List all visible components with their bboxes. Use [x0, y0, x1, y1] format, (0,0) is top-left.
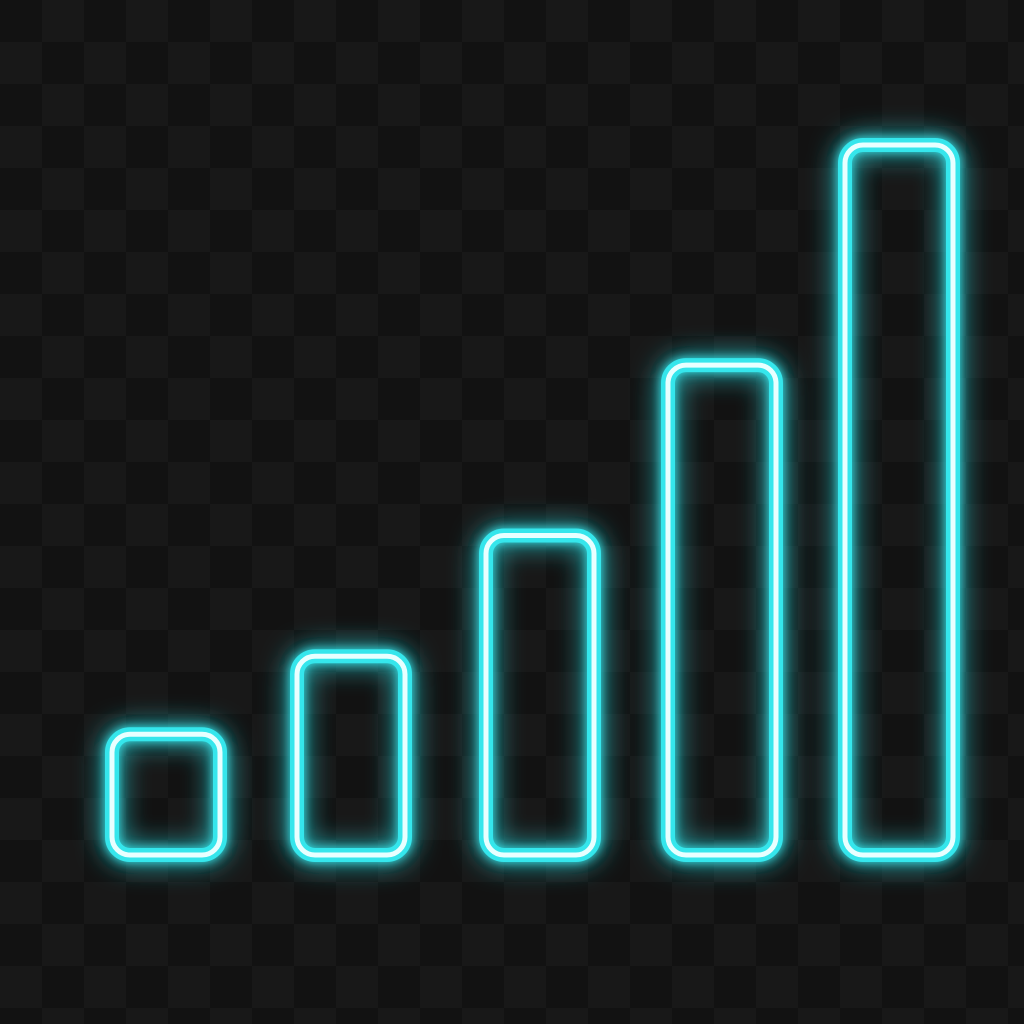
signal-bar-1-glow	[105, 727, 227, 862]
signal-bar-3-glow	[479, 528, 601, 862]
signal-bar-2-glow	[290, 649, 412, 863]
signal-bar-1	[109, 731, 223, 858]
signal-bar-4	[665, 362, 779, 858]
signal-bar-4-glow	[661, 358, 783, 862]
signal-bar-5-glow	[838, 138, 960, 862]
signal-bars-group	[105, 138, 960, 863]
signal-bar-3	[483, 533, 597, 858]
signal-bar-2	[294, 653, 408, 858]
signal-bar-5	[842, 142, 956, 858]
